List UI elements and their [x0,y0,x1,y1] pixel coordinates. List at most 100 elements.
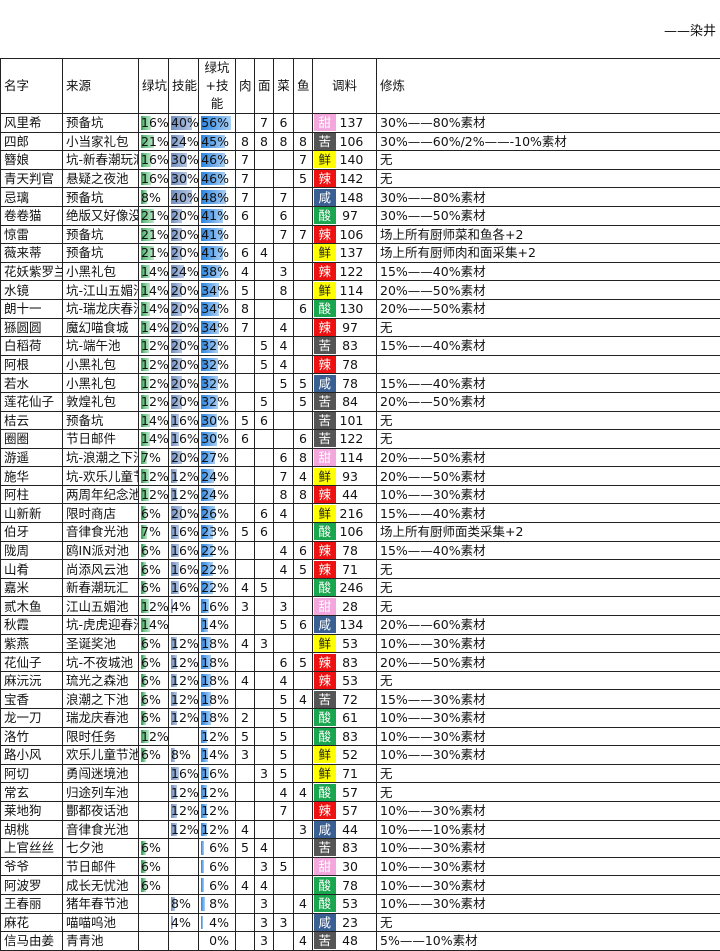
cell-total: 16% [199,597,236,616]
seasoning-badge: 酸 [314,895,336,912]
cell-noodle [255,746,274,765]
cell-total: 34% [199,299,236,318]
cell-seasoning: 鲜 [313,764,337,783]
cell-veg: 5 [274,857,294,876]
value-total: 22% [201,561,235,578]
cell-value: 78 [337,355,377,374]
cell-noodle [255,206,274,225]
cell-green: 7% [139,523,169,542]
cell-veg [274,169,294,188]
value-total: 12% [201,728,235,745]
value-green: 12% [141,357,169,372]
cell-seasoning: 酸 [313,578,337,597]
cell-meat: 5 [236,411,255,430]
cell-value: 61 [337,709,377,728]
value-green: 21% [141,134,169,149]
cell-noodle: 4 [255,839,274,858]
cell-name: 秋霞 [1,616,63,635]
seasoning-badge: 酸 [314,579,336,596]
value-skill: 20% [171,506,199,521]
seasoning-badge: 酸 [314,709,336,726]
value-green: 14% [141,617,169,632]
cell-training: 10%——30%素材 [377,801,720,820]
cell-total: 6% [199,839,236,858]
value-skill: 12% [171,692,199,707]
value-total: 4% [201,914,235,931]
cell-noodle [255,448,274,467]
value-total: 18% [201,709,235,726]
value-total: 18% [201,654,235,671]
cell-fish [294,244,313,263]
seasoning-badge: 甜 [314,598,336,615]
cell-veg: 5 [274,764,294,783]
cell-noodle [255,783,274,802]
cell-green: 12% [139,467,169,486]
cell-skill: 12% [169,634,199,653]
cell-seasoning: 酸 [313,876,337,895]
cell-training: 无 [377,169,720,188]
cell-seasoning: 酸 [313,783,337,802]
cell-meat: 3 [236,746,255,765]
cell-training: 无 [377,597,720,616]
cell-fish: 8 [294,132,313,151]
cell-total: 12% [199,727,236,746]
seasoning-badge: 鲜 [314,151,336,168]
cell-total: 12% [199,783,236,802]
value-skill: 16% [171,431,199,446]
cell-seasoning: 辣 [313,653,337,672]
header-meat: 肉 [236,59,255,114]
cell-skill: 24% [169,262,199,281]
cell-seasoning: 苦 [313,337,337,356]
cell-fish: 6 [294,299,313,318]
header-training: 修炼 [377,59,720,114]
cell-skill [169,932,199,951]
value-green: 6% [141,859,161,874]
cell-name: 常玄 [1,783,63,802]
cell-source: 小黑礼包 [63,262,139,281]
cell-skill [169,839,199,858]
cell-value: 122 [337,430,377,449]
cell-green: 14% [139,616,169,635]
cell-seasoning: 辣 [313,485,337,504]
cell-training: 10%——30%素材 [377,857,720,876]
cell-green: 6% [139,578,169,597]
value-green: 12% [141,338,169,353]
cell-fish [294,281,313,300]
cell-green: 21% [139,225,169,244]
value-skill: 4% [171,915,191,930]
cell-green: 6% [139,541,169,560]
value-total: 12% [201,802,235,819]
cell-noodle [255,318,274,337]
cell-veg: 4 [274,783,294,802]
cell-fish: 8 [294,448,313,467]
cell-source: 琉光之森池 [63,671,139,690]
cell-green: 21% [139,132,169,151]
cell-name: 簪娘 [1,151,63,170]
cell-source: 预备坑 [63,114,139,133]
cell-meat: 2 [236,709,255,728]
cell-meat [236,485,255,504]
cell-green: 6% [139,876,169,895]
seasoning-badge: 咸 [314,914,336,931]
value-total: 38% [201,263,235,280]
cell-source: 坑-江山五媚池 [63,281,139,300]
cell-green: 12% [139,337,169,356]
cell-noodle [255,262,274,281]
value-total: 32% [201,393,235,410]
cell-fish: 5 [294,392,313,411]
cell-seasoning: 辣 [313,801,337,820]
value-skill: 40% [171,115,199,130]
cell-fish [294,523,313,542]
cell-veg [274,523,294,542]
value-skill: 12% [171,710,199,725]
cell-total: 30% [199,411,236,430]
cell-training: 无 [377,913,720,932]
cell-total: 23% [199,523,236,542]
cell-value: 114 [337,448,377,467]
cell-source: 青青池 [63,932,139,951]
cell-meat [236,894,255,913]
cell-noodle: 6 [255,504,274,523]
